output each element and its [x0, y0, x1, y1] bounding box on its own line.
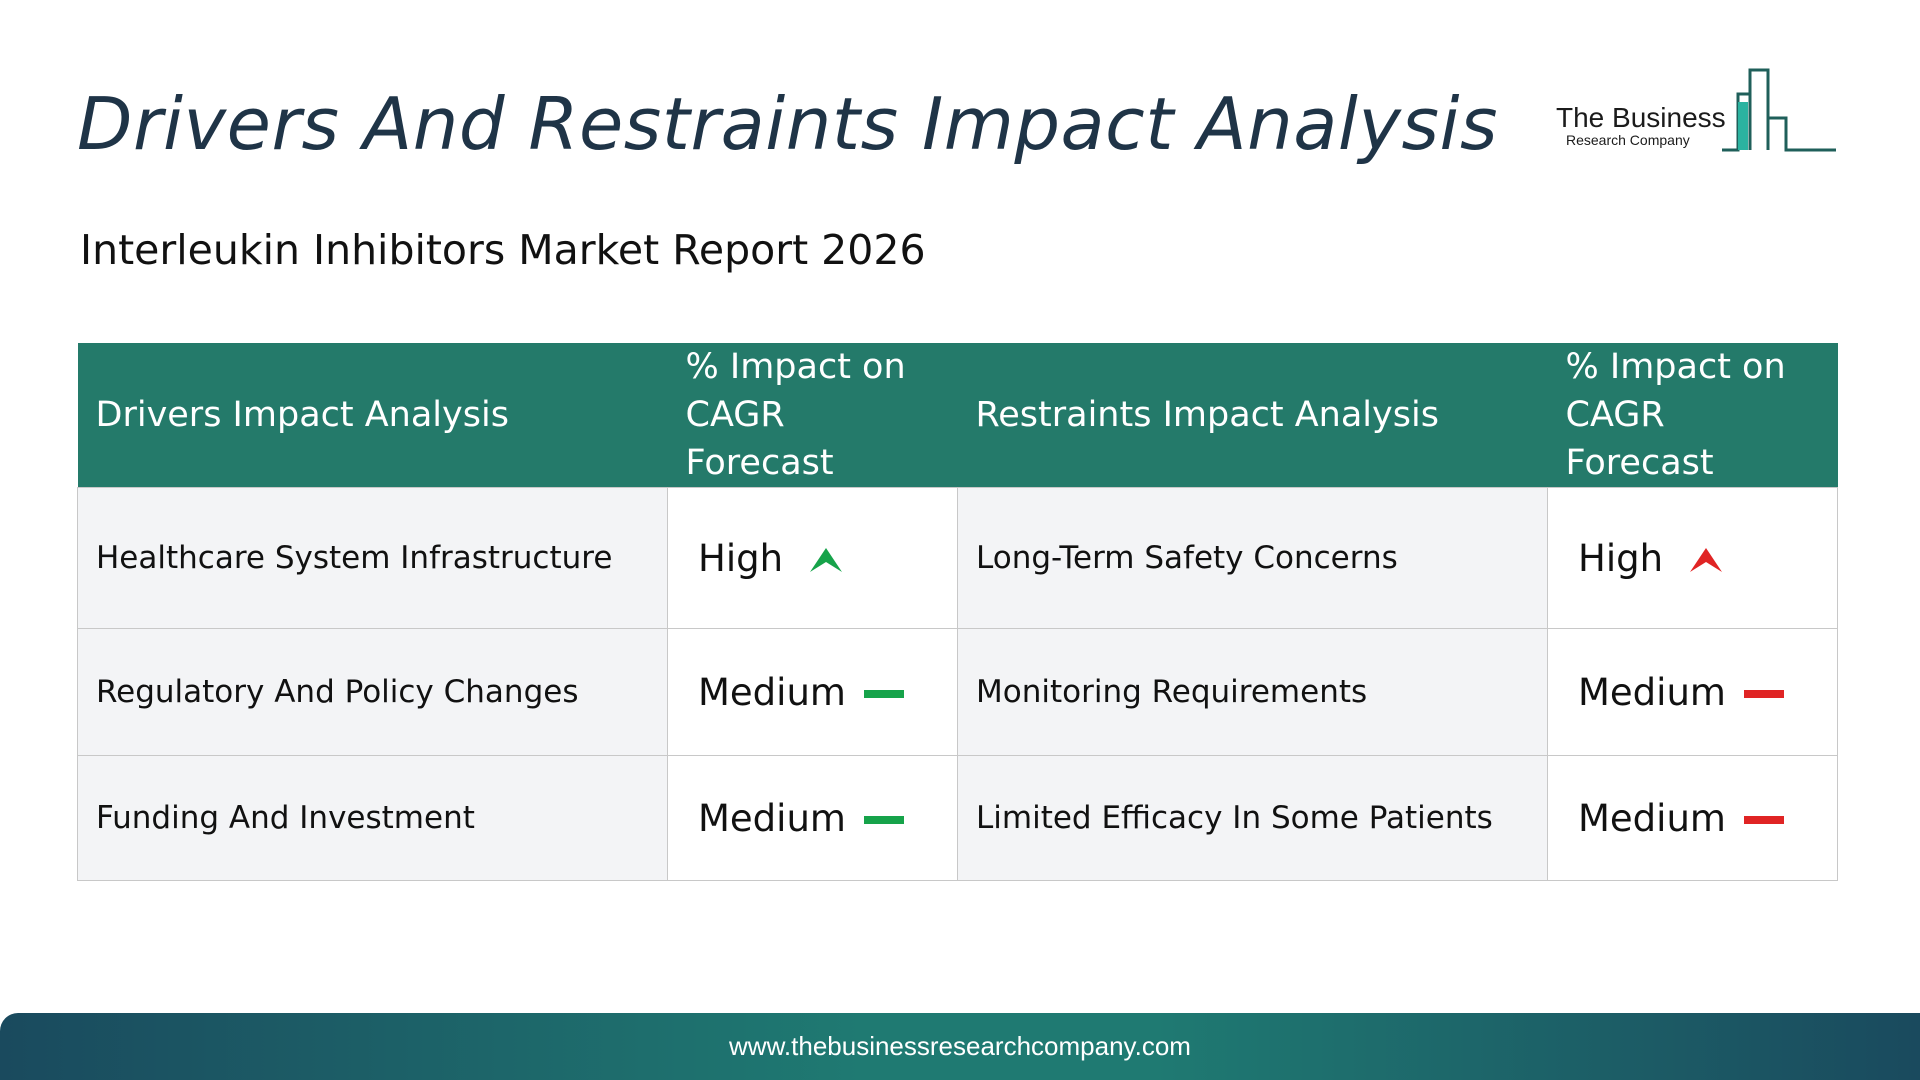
- footer-url[interactable]: www.thebusinessresearchcompany.com: [729, 1031, 1191, 1061]
- up-arrow-icon: [1689, 548, 1722, 572]
- report-subtitle: Interleukin Inhibitors Market Report 202…: [80, 226, 926, 274]
- restraint-impact-cell: High: [1547, 487, 1838, 629]
- dash-icon: [1743, 690, 1784, 698]
- restraint-impact-cell: Medium: [1547, 628, 1838, 756]
- dash-icon: [863, 816, 904, 824]
- company-logo: The Business Research Company: [1550, 62, 1840, 158]
- driver-impact-cell: High: [667, 487, 958, 629]
- logo-bars-icon: [1722, 68, 1836, 152]
- table-row: Regulatory And Policy Changes Medium Mon…: [77, 628, 1838, 756]
- driver-label: Healthcare System Infrastructure: [77, 487, 668, 629]
- driver-impact-value: High: [698, 536, 784, 580]
- driver-impact-cell: Medium: [667, 755, 958, 881]
- logo-tagline: Research Company: [1566, 132, 1690, 148]
- restraint-impact-value: Medium: [1578, 670, 1726, 714]
- table-row: Funding And Investment Medium Limited Ef…: [77, 755, 1838, 881]
- restraint-impact-value: High: [1578, 536, 1664, 580]
- dash-icon: [1743, 816, 1784, 824]
- restraint-label: Monitoring Requirements: [957, 628, 1548, 756]
- up-arrow-icon: [809, 548, 842, 572]
- driver-impact-value: Medium: [698, 796, 846, 840]
- driver-label: Regulatory And Policy Changes: [77, 628, 668, 756]
- table-header-row: Drivers Impact Analysis % Impact on CAGR…: [77, 343, 1838, 488]
- header-drivers: Drivers Impact Analysis: [77, 343, 668, 488]
- restraint-label: Limited Efficacy In Some Patients: [957, 755, 1548, 881]
- restraint-impact-value: Medium: [1578, 796, 1726, 840]
- table-row: Healthcare System Infrastructure High Lo…: [77, 487, 1838, 629]
- restraint-label: Long-Term Safety Concerns: [957, 487, 1548, 629]
- impact-table: Drivers Impact Analysis % Impact on CAGR…: [77, 343, 1838, 881]
- driver-impact-value: Medium: [698, 670, 846, 714]
- dash-icon: [863, 690, 904, 698]
- logo-name: The Business: [1556, 102, 1726, 133]
- header-driver-impact: % Impact on CAGR Forecast: [667, 343, 958, 488]
- restraint-impact-cell: Medium: [1547, 755, 1838, 881]
- header-restraint-impact: % Impact on CAGR Forecast: [1547, 343, 1838, 488]
- header-restraints: Restraints Impact Analysis: [957, 343, 1548, 488]
- footer-bar: www.thebusinessresearchcompany.com: [0, 1013, 1920, 1080]
- driver-impact-cell: Medium: [667, 628, 958, 756]
- driver-label: Funding And Investment: [77, 755, 668, 881]
- page-title: Drivers And Restraints Impact Analysis: [77, 82, 1499, 166]
